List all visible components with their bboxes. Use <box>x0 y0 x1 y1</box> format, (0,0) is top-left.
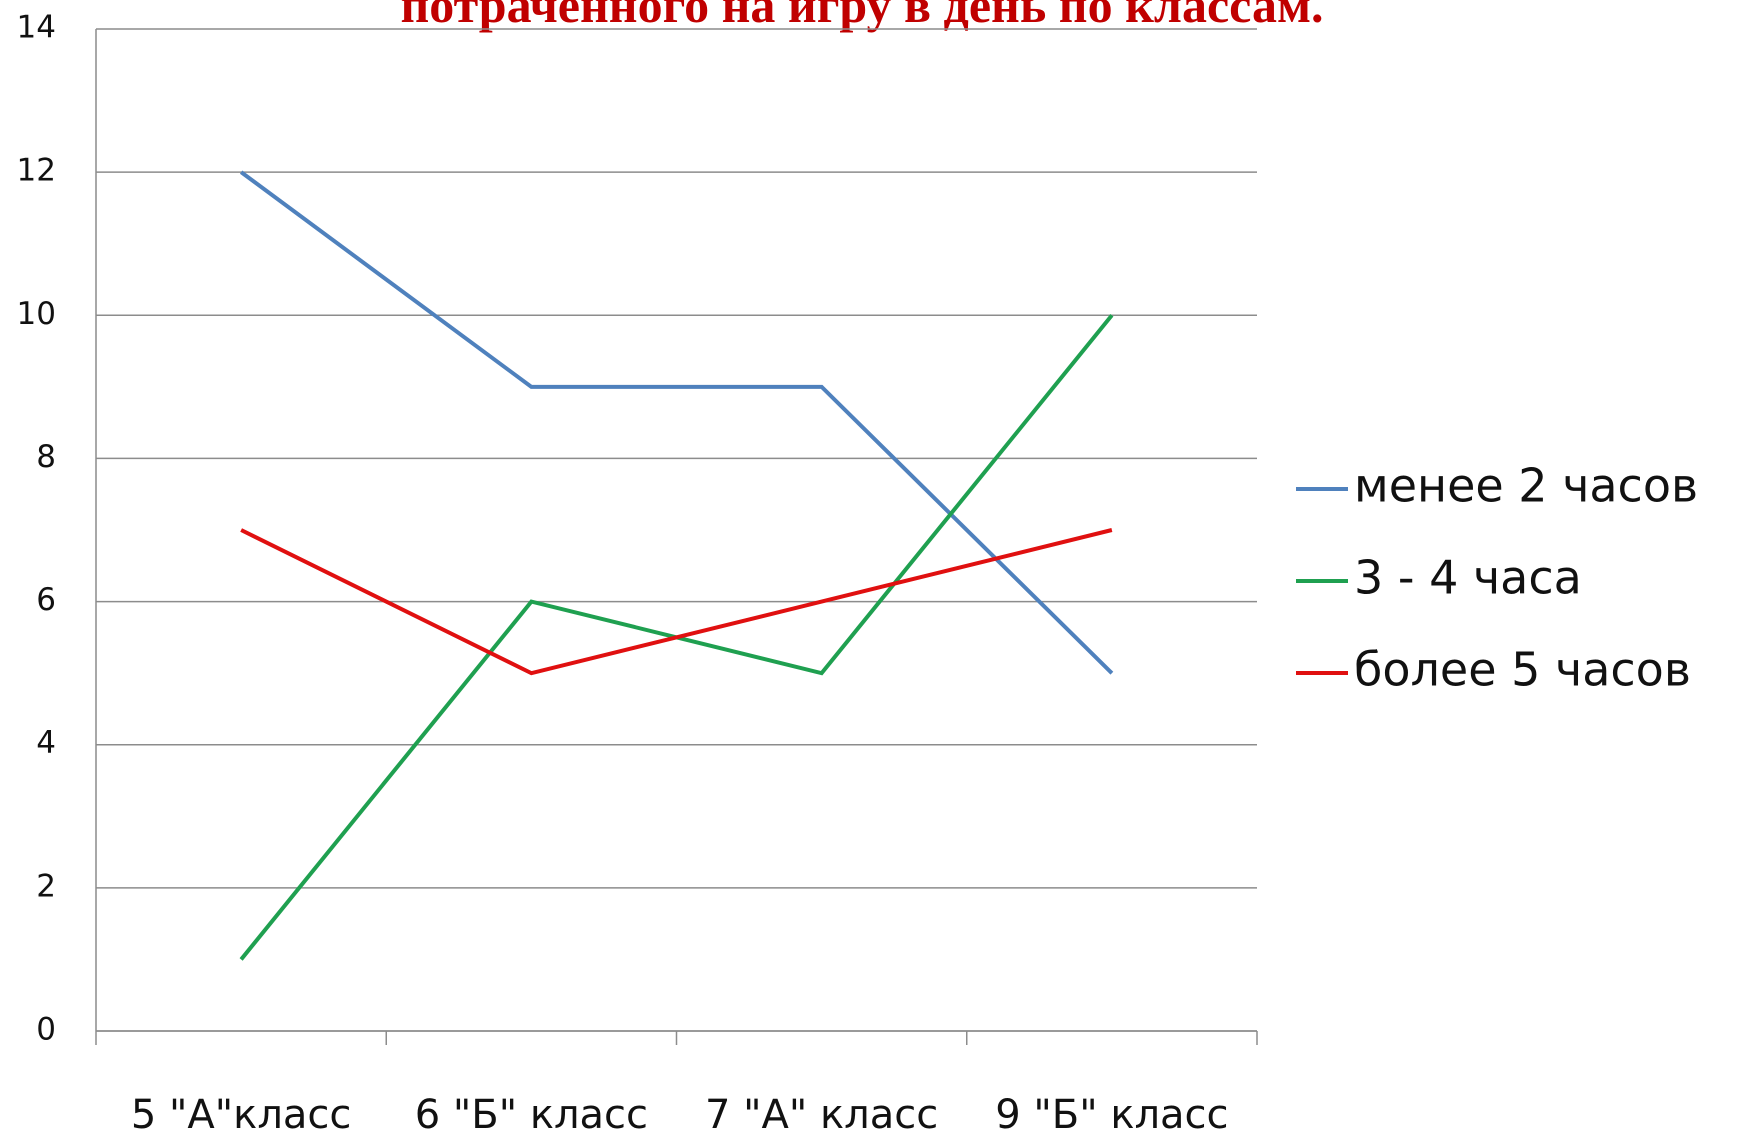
x-tick-label: 7 "А" класс <box>705 1092 938 1138</box>
legend-label: 3 - 4 часа <box>1354 551 1582 605</box>
x-tick-label: 9 "Б" класс <box>995 1092 1228 1138</box>
y-tick-label: 6 <box>36 582 56 618</box>
y-tick-label: 12 <box>17 153 56 189</box>
x-tick-label: 5 "А"класс <box>131 1092 352 1138</box>
x-tick-label: 6 "Б" класс <box>415 1092 648 1138</box>
series-line <box>239 170 1114 675</box>
y-tick-label: 14 <box>17 10 56 46</box>
y-tick-label: 2 <box>36 868 56 904</box>
y-tick-label: 4 <box>36 725 56 761</box>
legend-label: более 5 часов <box>1354 643 1691 697</box>
chart-title: потраченного на игру в день по классам. <box>400 0 1323 33</box>
series-line <box>240 528 1113 676</box>
y-tick-label: 10 <box>17 296 56 332</box>
y-tick-label: 8 <box>36 439 56 475</box>
y-tick-label: 0 <box>36 1012 56 1048</box>
legend-label: менее 2 часов <box>1354 459 1698 513</box>
